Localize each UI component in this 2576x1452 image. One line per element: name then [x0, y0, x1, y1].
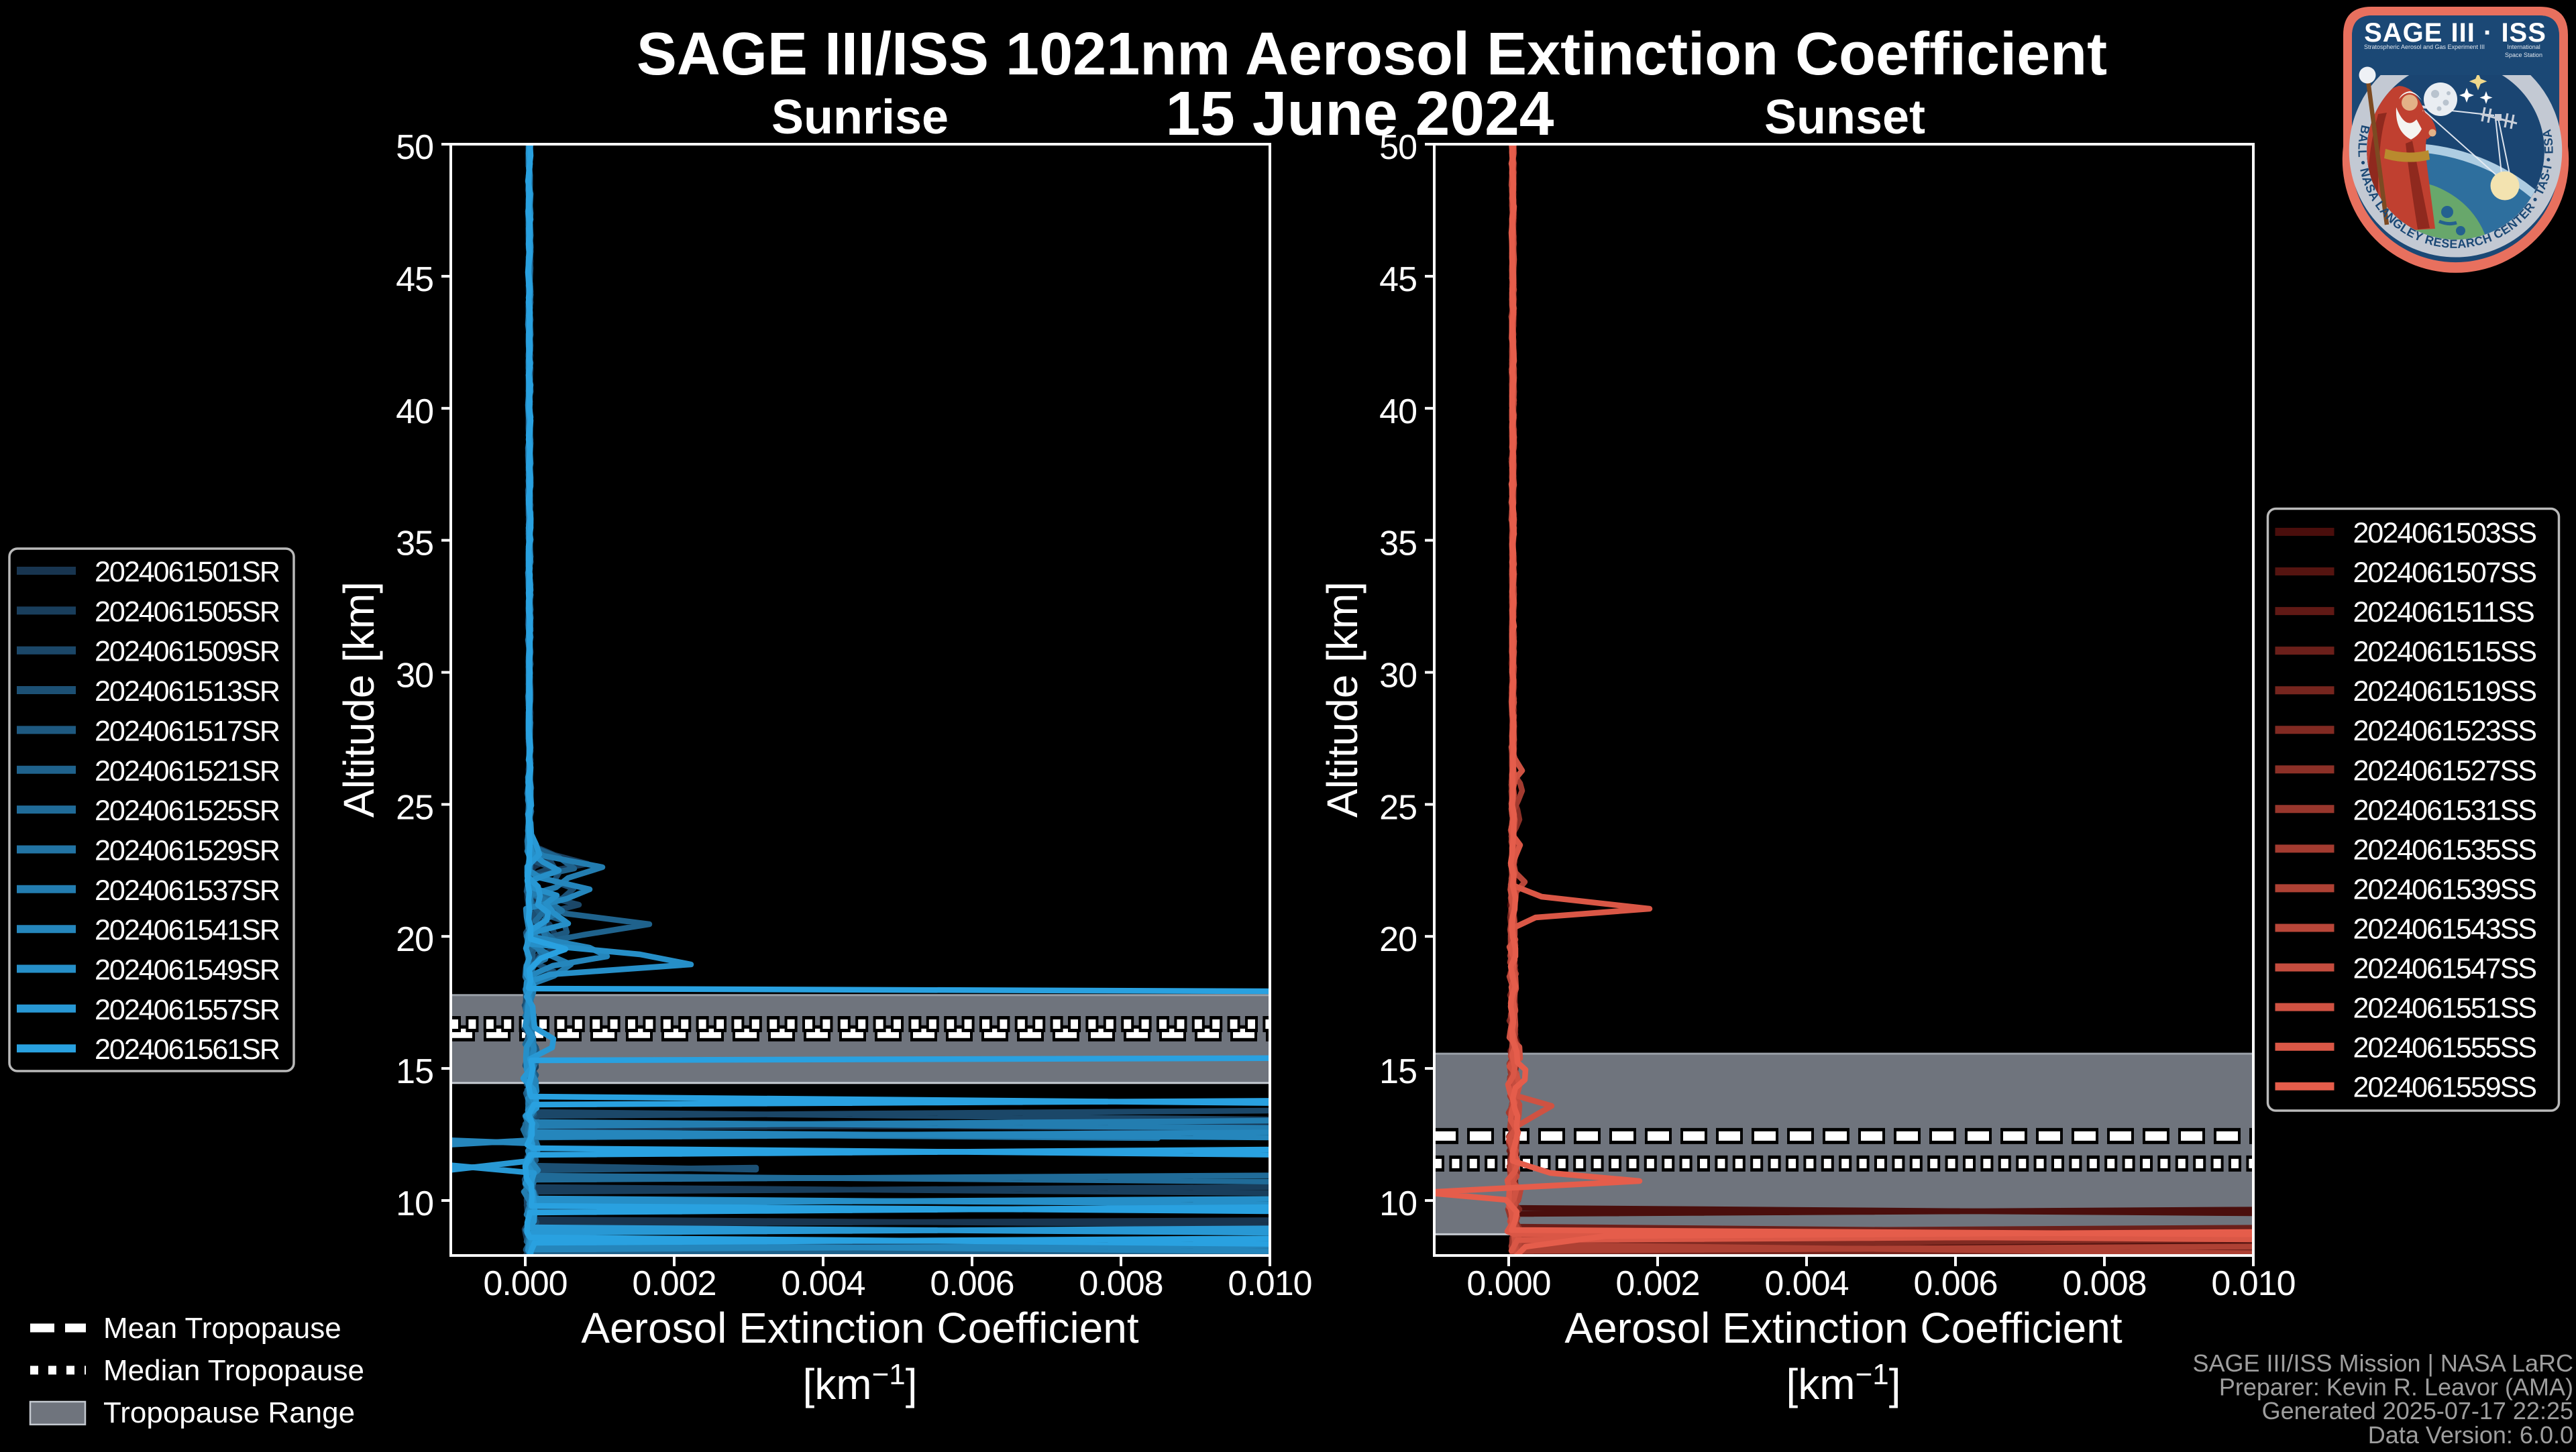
- svg-text:2024061531SS: 2024061531SS: [2353, 794, 2536, 826]
- svg-text:30: 30: [396, 657, 433, 695]
- svg-text:Altitude [km]: Altitude [km]: [335, 581, 383, 818]
- svg-text:Median Tropopause: Median Tropopause: [103, 1354, 364, 1387]
- svg-text:Data Version: 6.0.0: Data Version: 6.0.0: [2368, 1421, 2573, 1449]
- svg-text:0.008: 0.008: [2062, 1264, 2146, 1303]
- svg-text:2024061529SR: 2024061529SR: [95, 835, 280, 867]
- svg-text:SAGE III/ISS 1021nm Aerosol Ex: SAGE III/ISS 1021nm Aerosol Extinction C…: [637, 21, 2107, 88]
- svg-text:25: 25: [396, 788, 433, 827]
- svg-text:2024061523SS: 2024061523SS: [2353, 715, 2536, 747]
- svg-text:0.000: 0.000: [483, 1264, 567, 1303]
- svg-text:0.006: 0.006: [930, 1264, 1014, 1303]
- svg-text:Sunrise: Sunrise: [771, 91, 949, 144]
- svg-text:2024061525SR: 2024061525SR: [95, 795, 280, 827]
- svg-text:Tropopause Range: Tropopause Range: [103, 1396, 355, 1429]
- svg-text:2024061549SR: 2024061549SR: [95, 954, 280, 987]
- svg-text:2024061507SS: 2024061507SS: [2353, 557, 2536, 589]
- svg-text:2024061537SR: 2024061537SR: [95, 875, 280, 907]
- svg-text:2024061561SR: 2024061561SR: [95, 1034, 280, 1066]
- svg-text:50: 50: [1379, 128, 1417, 167]
- svg-text:2024061535SS: 2024061535SS: [2353, 834, 2536, 866]
- svg-text:2024061509SR: 2024061509SR: [95, 636, 280, 668]
- svg-text:SAGE III · ISS: SAGE III · ISS: [2364, 18, 2546, 48]
- svg-text:45: 45: [396, 260, 433, 299]
- svg-text:15: 15: [396, 1052, 433, 1091]
- svg-text:0.006: 0.006: [1913, 1264, 1997, 1303]
- svg-text:Sunset: Sunset: [1764, 91, 1925, 144]
- svg-text:2024061519SS: 2024061519SS: [2353, 675, 2536, 708]
- svg-text:0.004: 0.004: [1764, 1264, 1848, 1303]
- svg-text:2024061551SS: 2024061551SS: [2353, 993, 2536, 1025]
- svg-text:2024061541SR: 2024061541SR: [95, 914, 280, 946]
- svg-text:2024061559SS: 2024061559SS: [2353, 1072, 2536, 1104]
- svg-text:Generated 2025-07-17 22:25: Generated 2025-07-17 22:25: [2262, 1397, 2573, 1425]
- svg-text:2024061503SS: 2024061503SS: [2353, 517, 2536, 549]
- svg-text:20: 20: [1379, 920, 1417, 959]
- svg-text:2024061515SS: 2024061515SS: [2353, 636, 2536, 668]
- svg-text:40: 40: [396, 392, 433, 431]
- svg-text:Altitude [km]: Altitude [km]: [1318, 581, 1366, 818]
- svg-text:25: 25: [1379, 788, 1417, 827]
- svg-text:2024061513SR: 2024061513SR: [95, 675, 280, 708]
- svg-text:35: 35: [1379, 524, 1417, 563]
- svg-text:0.002: 0.002: [1615, 1264, 1699, 1303]
- svg-text:Preparer: Kevin R. Leavor (AMA: Preparer: Kevin R. Leavor (AMA): [2219, 1374, 2573, 1401]
- svg-text:0.008: 0.008: [1079, 1264, 1163, 1303]
- svg-text:0.000: 0.000: [1466, 1264, 1550, 1303]
- svg-text:2024061543SS: 2024061543SS: [2353, 913, 2536, 946]
- svg-text:35: 35: [396, 524, 433, 563]
- svg-text:2024061555SS: 2024061555SS: [2353, 1032, 2536, 1064]
- svg-text:20: 20: [396, 920, 433, 959]
- svg-text:2024061547SS: 2024061547SS: [2353, 953, 2536, 985]
- svg-text:50: 50: [396, 128, 433, 167]
- svg-text:2024061521SR: 2024061521SR: [95, 755, 280, 787]
- svg-text:15: 15: [1379, 1052, 1417, 1091]
- svg-text:0.010: 0.010: [2211, 1264, 2295, 1303]
- svg-text:2024061539SS: 2024061539SS: [2353, 873, 2536, 905]
- svg-text:Mean Tropopause: Mean Tropopause: [103, 1312, 341, 1345]
- svg-text:45: 45: [1379, 260, 1417, 299]
- svg-text:2024061557SR: 2024061557SR: [95, 994, 280, 1026]
- svg-text:[km−1]: [km−1]: [1786, 1358, 1900, 1408]
- svg-text:Aerosol Extinction Coefficient: Aerosol Extinction Coefficient: [581, 1304, 1138, 1352]
- svg-text:Space Station: Space Station: [2505, 52, 2542, 58]
- svg-text:15 June 2024: 15 June 2024: [1165, 78, 1554, 148]
- svg-text:Stratospheric Aerosol and Gas: Stratospheric Aerosol and Gas Experiment…: [2364, 44, 2485, 50]
- svg-text:2024061517SR: 2024061517SR: [95, 715, 280, 747]
- svg-text:2024061511SS: 2024061511SS: [2353, 596, 2534, 628]
- svg-text:[km−1]: [km−1]: [802, 1358, 917, 1408]
- svg-text:0.010: 0.010: [1228, 1264, 1311, 1303]
- svg-text:40: 40: [1379, 392, 1417, 431]
- svg-text:Aerosol Extinction Coefficient: Aerosol Extinction Coefficient: [1564, 1304, 2122, 1352]
- svg-text:10: 10: [1379, 1184, 1417, 1223]
- svg-text:2024061501SR: 2024061501SR: [95, 556, 280, 588]
- svg-text:2024061505SR: 2024061505SR: [95, 596, 280, 628]
- svg-text:30: 30: [1379, 657, 1417, 695]
- svg-text:2024061527SS: 2024061527SS: [2353, 755, 2536, 787]
- svg-text:10: 10: [396, 1184, 433, 1223]
- svg-text:International: International: [2507, 44, 2540, 50]
- svg-text:SAGE III/ISS Mission | NASA La: SAGE III/ISS Mission | NASA LaRC: [2192, 1349, 2573, 1377]
- svg-text:0.004: 0.004: [781, 1264, 865, 1303]
- svg-text:0.002: 0.002: [632, 1264, 716, 1303]
